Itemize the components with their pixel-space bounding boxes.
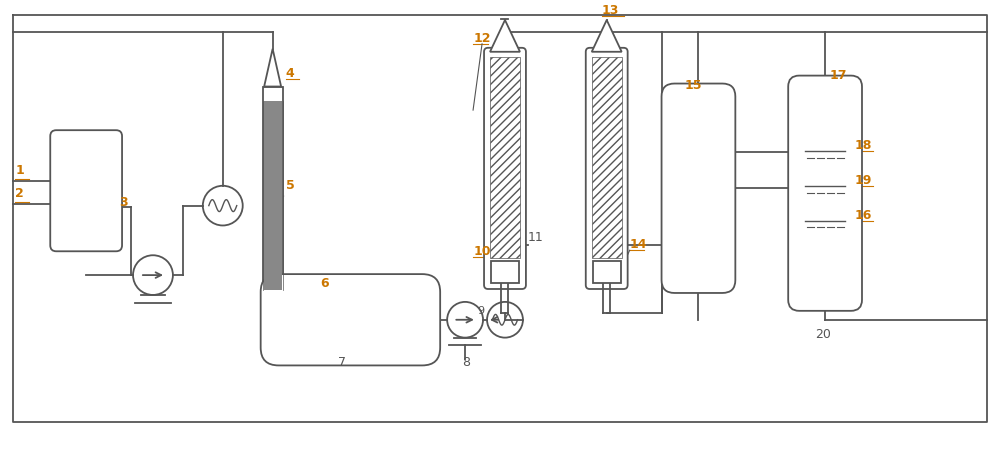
FancyBboxPatch shape [662, 84, 735, 293]
Text: 16: 16 [855, 209, 872, 221]
Text: 5: 5 [286, 179, 294, 192]
Text: 15: 15 [684, 78, 702, 92]
Bar [592, 57, 622, 258]
Text: 14: 14 [630, 238, 647, 251]
Bar [490, 57, 520, 258]
FancyBboxPatch shape [788, 76, 862, 311]
Text: 3: 3 [119, 196, 128, 209]
Text: 6: 6 [321, 277, 329, 290]
Text: 11: 11 [528, 231, 544, 244]
Text: 12: 12 [473, 32, 491, 45]
Bar [264, 101, 282, 290]
Bar [491, 261, 519, 283]
Text: 13: 13 [602, 4, 619, 17]
Text: 8: 8 [462, 356, 470, 370]
FancyBboxPatch shape [484, 48, 526, 289]
Text: 18: 18 [855, 139, 872, 152]
Text: 2: 2 [15, 187, 24, 200]
Text: 19: 19 [855, 174, 872, 187]
FancyBboxPatch shape [586, 48, 628, 289]
Polygon shape [490, 20, 520, 52]
Text: 17: 17 [829, 68, 847, 82]
Bar [593, 261, 621, 283]
Text: 1: 1 [15, 164, 24, 177]
Text: 7: 7 [338, 356, 346, 370]
FancyBboxPatch shape [261, 274, 440, 365]
FancyBboxPatch shape [50, 130, 122, 251]
Polygon shape [264, 49, 281, 86]
Bar [263, 86, 283, 315]
Text: 4: 4 [286, 66, 294, 80]
Text: 20: 20 [815, 328, 831, 341]
Text: 10: 10 [473, 245, 491, 258]
Text: 9: 9 [477, 306, 484, 316]
Polygon shape [592, 20, 622, 52]
